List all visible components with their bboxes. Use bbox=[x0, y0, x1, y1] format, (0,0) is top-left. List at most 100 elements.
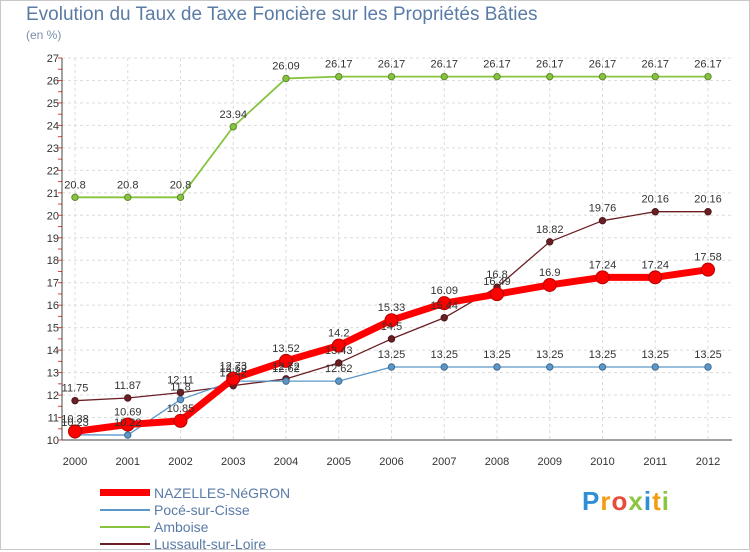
logo-letter: r bbox=[600, 486, 612, 516]
data-point bbox=[542, 277, 557, 292]
data-label: 20.8 bbox=[64, 179, 85, 191]
y-tick-label: 25 bbox=[47, 98, 59, 110]
data-point bbox=[440, 363, 448, 371]
data-label: 10.22 bbox=[114, 417, 142, 429]
data-point bbox=[173, 413, 188, 428]
data-point bbox=[124, 394, 132, 402]
data-label: 16.8 bbox=[486, 269, 507, 281]
legend-item: NAZELLES-NéGRON bbox=[100, 484, 290, 501]
data-label: 10.85 bbox=[167, 403, 195, 415]
legend-label: Amboise bbox=[154, 518, 209, 535]
data-point bbox=[493, 363, 501, 371]
data-label: 13.25 bbox=[589, 349, 617, 361]
data-label: 26.17 bbox=[694, 59, 722, 71]
x-tick-label: 2002 bbox=[168, 456, 192, 468]
data-point bbox=[282, 377, 290, 385]
legend: NAZELLES-NéGRON Pocé-sur-Cisse Amboise Luss… bbox=[100, 484, 290, 552]
proxiti-logo: Proxiti bbox=[582, 486, 670, 517]
data-label: 12.73 bbox=[219, 361, 247, 373]
data-label: 16.9 bbox=[539, 267, 560, 279]
data-point bbox=[701, 262, 715, 277]
y-tick-label: 24 bbox=[47, 120, 59, 132]
x-tick-label: 2009 bbox=[538, 456, 562, 468]
data-point bbox=[704, 207, 712, 216]
data-point bbox=[71, 193, 79, 202]
chart-title: Evolution du Taux de Taxe Foncière sur l… bbox=[26, 4, 538, 25]
y-tick-label: 27 bbox=[47, 53, 59, 65]
data-label: 10.69 bbox=[114, 406, 142, 418]
data-label: 13.25 bbox=[483, 349, 511, 361]
data-point bbox=[387, 72, 396, 81]
data-point bbox=[68, 424, 82, 439]
data-point bbox=[124, 431, 132, 439]
legend-swatch bbox=[100, 508, 150, 511]
axes: 10 11 12 13 14 15 16 17 18 19 20 21 22 23 24 25 26 27 2000… bbox=[47, 53, 732, 468]
y-tick-label: 13 bbox=[47, 368, 59, 380]
x-tick-label: 2004 bbox=[274, 456, 298, 468]
data-point bbox=[440, 314, 448, 322]
data-label: 17.58 bbox=[694, 252, 722, 264]
data-point bbox=[124, 193, 132, 202]
data-point bbox=[282, 74, 290, 83]
data-label: 18.82 bbox=[536, 224, 564, 236]
y-tick-label: 22 bbox=[47, 165, 59, 177]
data-label: 17.24 bbox=[589, 259, 617, 271]
legend-label: NAZELLES-NéGRON bbox=[154, 484, 291, 501]
x-tick-label: 2008 bbox=[485, 456, 509, 468]
legend-item: Lussault-sur-Loire bbox=[100, 535, 290, 552]
data-point bbox=[440, 72, 448, 81]
data-label: 26.09 bbox=[272, 60, 300, 72]
x-tick-label: 2003 bbox=[221, 456, 245, 468]
series-layer bbox=[68, 72, 715, 439]
data-point bbox=[595, 270, 610, 285]
data-point bbox=[387, 363, 396, 371]
data-point bbox=[331, 338, 346, 353]
y-tick-label: 21 bbox=[47, 188, 59, 200]
data-point bbox=[598, 363, 607, 371]
legend-swatch bbox=[100, 525, 150, 528]
data-label: 11.8 bbox=[170, 382, 191, 394]
series-nazelles-n-gron bbox=[68, 262, 715, 439]
data-point bbox=[335, 359, 343, 367]
data-label: 13.43 bbox=[325, 345, 353, 357]
legend-label: Pocé-sur-Cisse bbox=[154, 501, 250, 518]
data-point bbox=[651, 207, 659, 216]
unit-label: (en %) bbox=[26, 28, 62, 42]
series-amboise bbox=[71, 72, 712, 202]
data-point bbox=[176, 193, 185, 202]
data-point bbox=[598, 216, 607, 225]
x-tick-label: 2007 bbox=[432, 456, 456, 468]
y-tick-label: 23 bbox=[47, 143, 59, 155]
logo-letter: i bbox=[661, 486, 670, 516]
x-tick-label: 2000 bbox=[63, 456, 87, 468]
data-point bbox=[704, 72, 712, 81]
data-point bbox=[71, 396, 79, 405]
x-tick-label: 2006 bbox=[379, 456, 403, 468]
data-label: 26.17 bbox=[483, 59, 511, 71]
data-point bbox=[493, 72, 501, 81]
data-point bbox=[120, 417, 135, 432]
legend-swatch bbox=[100, 542, 150, 545]
plot-area bbox=[62, 58, 732, 440]
logo-letter: i bbox=[643, 486, 653, 516]
y-tick-label: 16 bbox=[47, 300, 59, 312]
data-point bbox=[651, 72, 659, 81]
y-tick-label: 11 bbox=[48, 413, 59, 425]
data-label: 15.44 bbox=[430, 300, 458, 312]
data-label: 17.24 bbox=[641, 259, 669, 271]
data-label: 13.25 bbox=[536, 349, 564, 361]
logo-letter: t bbox=[652, 486, 662, 516]
data-label: 20.8 bbox=[117, 179, 138, 191]
y-tick-label: 18 bbox=[47, 255, 59, 267]
data-label: 11.75 bbox=[62, 383, 89, 395]
y-tick-label: 14 bbox=[47, 345, 59, 357]
data-label: 12.62 bbox=[272, 363, 300, 375]
legend-item: Amboise bbox=[100, 518, 290, 535]
data-label: 26.17 bbox=[536, 59, 564, 71]
x-tick-label: 2005 bbox=[327, 456, 351, 468]
data-point bbox=[546, 72, 554, 81]
y-tick-label: 17 bbox=[47, 278, 59, 290]
legend-swatch bbox=[100, 489, 150, 496]
y-tick-label: 12 bbox=[47, 390, 59, 402]
